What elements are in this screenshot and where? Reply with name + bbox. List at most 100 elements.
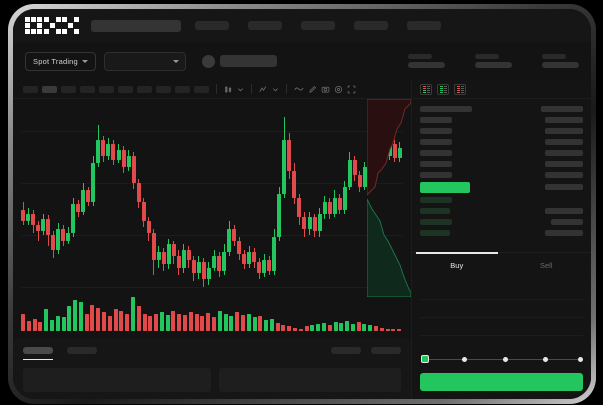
orders-action-2[interactable] xyxy=(371,347,401,354)
camera-icon[interactable] xyxy=(321,85,330,94)
orders-action-1[interactable] xyxy=(331,347,361,354)
candlestick-icon[interactable] xyxy=(224,85,233,94)
orderbook-ask-row[interactable] xyxy=(420,103,583,114)
fullscreen-icon[interactable] xyxy=(347,85,356,94)
orders-tab-1[interactable] xyxy=(23,347,53,360)
settings-icon[interactable] xyxy=(334,85,343,94)
volume-bar xyxy=(327,325,332,331)
slider-stop-50[interactable] xyxy=(502,356,508,362)
orderbook-bid-row[interactable] xyxy=(420,194,583,205)
volume-bar xyxy=(96,308,101,331)
volume-bar xyxy=(125,314,130,331)
app-screen: Spot Trading xyxy=(13,9,591,399)
nav-item-2[interactable] xyxy=(248,21,282,30)
price-chart-panel[interactable] xyxy=(13,99,411,339)
orderbook-buy-icon[interactable] xyxy=(437,83,449,95)
slider-handle[interactable] xyxy=(421,355,429,363)
timeframe-6[interactable] xyxy=(118,85,133,93)
volume-bar xyxy=(362,324,367,331)
slider-stop-25[interactable] xyxy=(462,356,468,362)
candle-body xyxy=(56,228,61,251)
volume-bar xyxy=(281,325,286,331)
orders-content xyxy=(23,368,401,392)
chevron-down-icon[interactable] xyxy=(237,86,244,93)
timeframe-8[interactable] xyxy=(156,85,171,93)
timeframe-7[interactable] xyxy=(137,85,152,93)
timeframe-2[interactable] xyxy=(42,85,57,93)
chevron-down-icon xyxy=(81,59,88,63)
volume-bar xyxy=(154,314,159,331)
timeframe-5[interactable] xyxy=(99,85,114,93)
bid-amount xyxy=(545,197,583,203)
orderbook-rows xyxy=(412,99,591,238)
volume-bar xyxy=(269,318,274,331)
okx-logo[interactable] xyxy=(25,17,79,34)
percent-slider[interactable] xyxy=(421,355,583,365)
tab-buy[interactable]: Buy xyxy=(412,252,502,278)
timeframe-4[interactable] xyxy=(80,85,95,93)
timeframe-3[interactable] xyxy=(61,85,76,93)
trading-mode-label: Spot Trading xyxy=(33,56,78,66)
nav-items xyxy=(195,21,441,30)
orders-panel-left[interactable] xyxy=(23,368,211,392)
candle-body xyxy=(166,244,171,264)
trading-mode-selector[interactable]: Spot Trading xyxy=(25,51,96,71)
slider-stop-75[interactable] xyxy=(542,356,548,362)
candle-body xyxy=(101,140,106,156)
volume-bar xyxy=(206,312,211,331)
ask-price xyxy=(420,138,452,145)
volume-bar xyxy=(339,323,344,331)
line-chart-icon[interactable] xyxy=(294,85,304,93)
orderbook-ask-row[interactable] xyxy=(420,147,583,158)
chevron-down-icon[interactable] xyxy=(272,86,279,93)
pair-selector[interactable] xyxy=(103,51,186,71)
candle-body xyxy=(227,228,232,253)
bid-price xyxy=(420,229,450,236)
volume-bar xyxy=(350,324,355,331)
orders-panel-right[interactable] xyxy=(218,368,401,392)
bid-amount xyxy=(545,207,583,214)
ask-amount xyxy=(545,127,583,134)
form-field-amount[interactable] xyxy=(420,300,583,318)
tab-sell[interactable]: Sell xyxy=(539,261,553,270)
candle-body xyxy=(41,219,46,231)
orders-tab-label xyxy=(23,347,53,354)
candle-body xyxy=(141,202,146,222)
form-field-price[interactable] xyxy=(420,282,583,300)
timeframe-1[interactable] xyxy=(23,85,38,93)
pencil-icon[interactable] xyxy=(308,85,317,94)
orders-tab-2[interactable] xyxy=(67,347,97,354)
volume-bar xyxy=(177,314,182,331)
slider-stop-100[interactable] xyxy=(578,356,583,362)
form-field-total[interactable] xyxy=(420,318,583,336)
orderbook-sell-icon[interactable] xyxy=(454,83,466,95)
nav-item-4[interactable] xyxy=(354,21,388,30)
search-input[interactable] xyxy=(91,19,181,32)
timeframe-10[interactable] xyxy=(194,85,209,93)
candle-body xyxy=(312,217,317,231)
orderbook-bid-row[interactable] xyxy=(420,227,583,238)
orderbook-bid-row[interactable] xyxy=(420,216,583,227)
nav-item-5[interactable] xyxy=(407,21,441,30)
orderbook-bid-row[interactable] xyxy=(420,205,583,216)
orderbook-ask-row[interactable] xyxy=(420,169,583,180)
candle-body xyxy=(156,252,161,260)
indicators-icon[interactable] xyxy=(259,85,268,94)
submit-buy-button[interactable] xyxy=(420,373,583,391)
stat-item-3 xyxy=(542,54,579,68)
nav-item-1[interactable] xyxy=(195,21,229,30)
volume-bar xyxy=(165,315,170,331)
candle-body xyxy=(212,255,216,268)
orderbook-ask-row[interactable] xyxy=(420,114,583,125)
orderbook-ask-row[interactable] xyxy=(420,136,583,147)
volume-bar xyxy=(397,328,402,331)
orderbook-ask-row[interactable] xyxy=(420,158,583,169)
nav-item-3[interactable] xyxy=(301,21,335,30)
toolbar-divider xyxy=(216,84,217,94)
orderbook-ask-row[interactable] xyxy=(420,125,583,136)
timeframe-9[interactable] xyxy=(175,85,190,93)
orderbook-both-icon[interactable] xyxy=(420,83,432,95)
volume-bar xyxy=(217,310,222,331)
candle-body xyxy=(26,213,31,222)
candle-body xyxy=(322,202,327,214)
